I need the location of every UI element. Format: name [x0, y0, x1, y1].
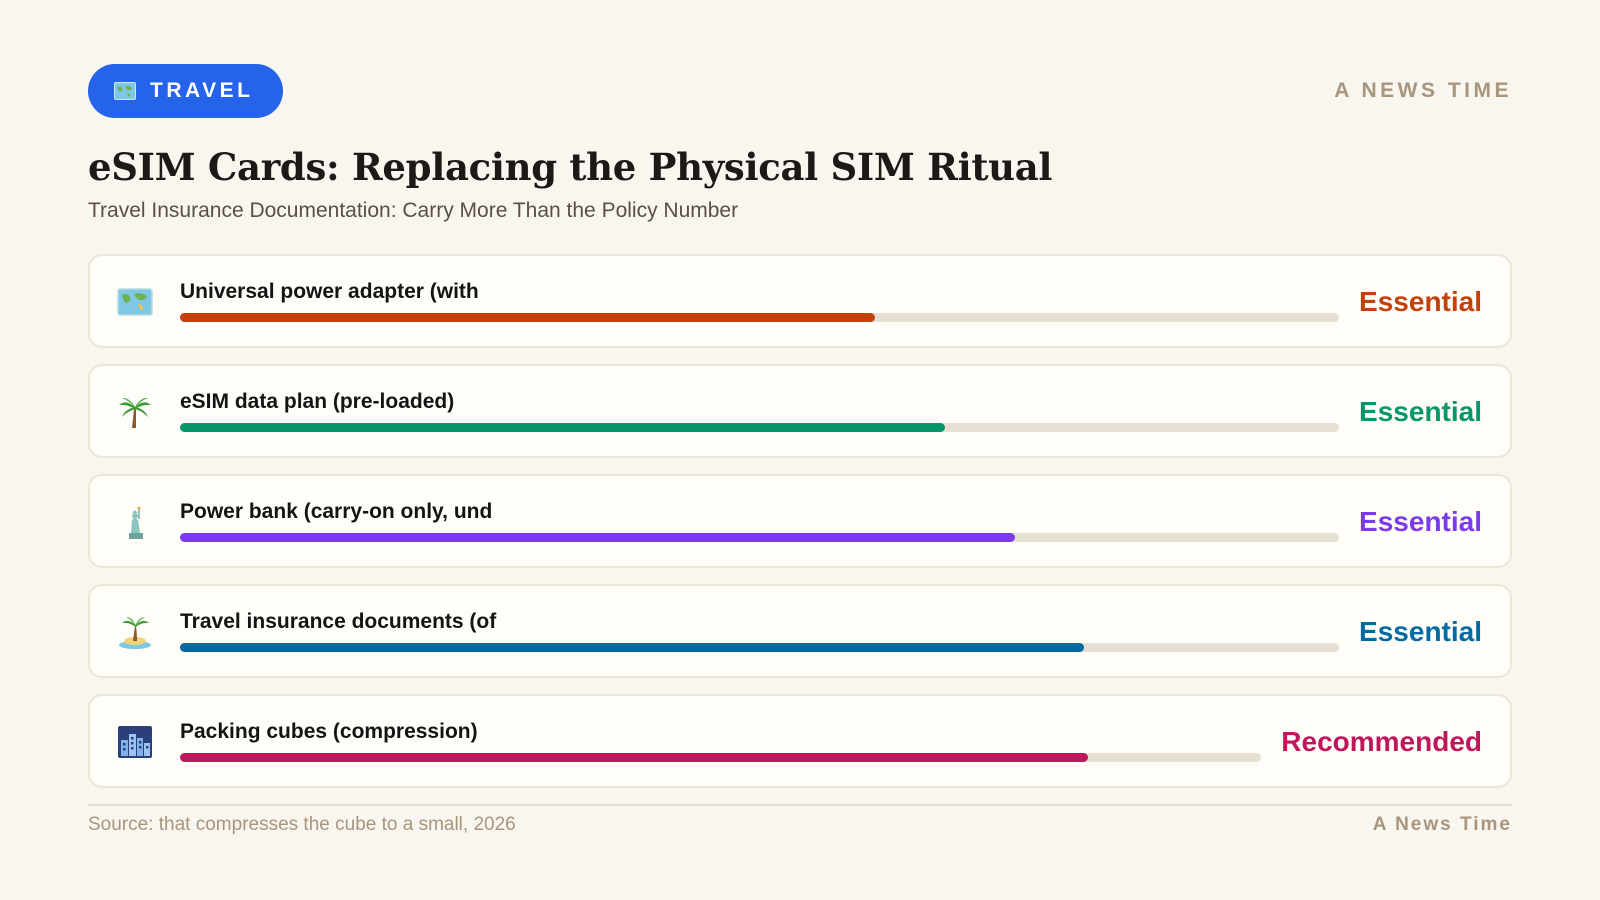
chart-row: Universal power adapter (with Essential	[88, 254, 1512, 348]
bar-chart-list: Universal power adapter (with Essential eS…	[88, 254, 1512, 788]
status-label: Essential	[1359, 616, 1482, 647]
chart-row: eSIM data plan (pre-loaded) Essential	[88, 364, 1512, 458]
cityscape-icon	[116, 723, 154, 761]
footer-brand: A News Time	[1372, 814, 1512, 835]
top-bar: TRAVEL A NEWS TIME	[88, 64, 1512, 118]
status-label: Essential	[1359, 286, 1482, 317]
infographic: TRAVEL A NEWS TIME eSIM Cards: Replacing…	[88, 64, 1512, 804]
bar-track	[180, 313, 1340, 322]
bar-track	[180, 423, 1340, 432]
bar-track	[180, 643, 1340, 652]
brand-name: A NEWS TIME	[1334, 79, 1512, 102]
bar	[180, 313, 876, 322]
chart-row: Power bank (carry-on only, und Essential	[88, 474, 1512, 568]
status-label: Recommended	[1281, 726, 1482, 757]
world-map-icon	[114, 82, 136, 100]
chart-row: Packing cubes (compression) Recommended	[88, 694, 1512, 788]
status-label: Essential	[1359, 396, 1482, 427]
row-label: eSIM data plan (pre-loaded)	[180, 390, 455, 413]
desert-island-icon	[116, 613, 154, 651]
category-tag: TRAVEL	[88, 64, 284, 118]
status-label: Essential	[1359, 506, 1482, 537]
bar	[180, 753, 1089, 762]
statue-of-liberty-icon	[116, 503, 154, 541]
row-label: Universal power adapter (with	[180, 280, 479, 303]
row-label: Power bank (carry-on only, und	[180, 500, 493, 523]
bar-track	[180, 753, 1262, 762]
footer: Source: that compresses the cube to a sm…	[88, 804, 1512, 836]
palm-tree-icon	[116, 393, 154, 431]
bar	[180, 533, 1015, 542]
bar	[180, 643, 1085, 652]
page-title: eSIM Cards: Replacing the Physical SIM R…	[88, 145, 1053, 189]
page-subtitle: Travel Insurance Documentation: Carry Mo…	[88, 199, 739, 222]
chart-row: Travel insurance documents (of Essential	[88, 584, 1512, 678]
category-tag-label: TRAVEL	[150, 79, 254, 102]
bar	[180, 423, 945, 432]
row-label: Packing cubes (compression)	[180, 720, 478, 743]
bar-track	[180, 533, 1340, 542]
source-note: Source: that compresses the cube to a sm…	[88, 814, 516, 835]
world-map-icon	[116, 283, 154, 321]
row-label: Travel insurance documents (of	[180, 610, 497, 633]
